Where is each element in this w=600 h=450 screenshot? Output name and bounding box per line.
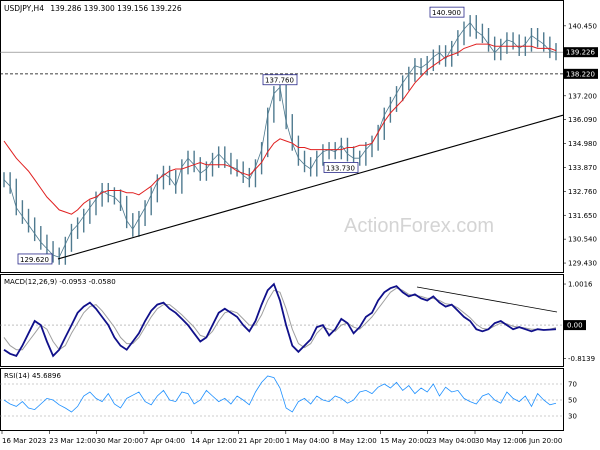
- macd-panel: [0, 274, 564, 367]
- price-tick-label: 137.200: [568, 92, 597, 100]
- time-tick-label: 15 May 20:00: [380, 437, 428, 445]
- time-tick-label: 30 Mar 20:00: [97, 437, 144, 445]
- annotation-box: [323, 162, 359, 173]
- time-tick-label: 1 May 04:00: [286, 437, 330, 445]
- price-close-line: [3, 21, 557, 258]
- macd-tick-label: -0.8139: [568, 355, 595, 363]
- symbol: USDJPY,H4: [4, 4, 44, 13]
- time-tick-label: 23 Mar 12:00: [49, 437, 96, 445]
- macd-label: MACD(12,26,9) -0.0953 -0.0580: [4, 278, 116, 286]
- current-price-tag: 139.226: [564, 47, 598, 58]
- price-panel: [0, 0, 564, 273]
- rsi-axis: 70 50 30: [0, 381, 577, 421]
- price-tick-label: 136.090: [568, 116, 597, 124]
- price-series: [3, 15, 557, 265]
- rsi-label: RSI(14) 45.6896: [4, 372, 61, 380]
- macd-tick-label: 1.0016: [568, 281, 593, 289]
- time-tick-label: 14 Apr 12:00: [191, 437, 237, 445]
- price-tick-label: 133.870: [568, 164, 597, 172]
- price-tick-label: 130.540: [568, 236, 597, 244]
- annotation-box: [262, 74, 298, 86]
- time-tick-label: 16 Mar 2023: [2, 437, 46, 445]
- annotation-label: 129.620: [20, 256, 49, 264]
- macd-divergence-line: [416, 286, 558, 313]
- level-price-label: 138.220: [566, 70, 595, 78]
- annotation-label: 137.760: [265, 77, 294, 85]
- rsi-line: [3, 375, 557, 413]
- price-tick-label: 129.430: [568, 260, 597, 268]
- price-annotations: 129.620 137.760 133.730 140.900: [17, 6, 465, 265]
- rsi-tick-label: 30: [568, 413, 577, 421]
- moving-average-line: [3, 43, 557, 215]
- time-tick-label: 30 May 12:00: [475, 437, 523, 445]
- macd-current-label: 0.00: [567, 322, 583, 330]
- rsi-tick-label: 50: [568, 397, 577, 405]
- time-tick-label: 6 Jun 20:00: [522, 437, 562, 445]
- time-tick-label: 7 Apr 04:00: [144, 437, 185, 445]
- price-tick-label: 134.980: [568, 140, 597, 148]
- annotation-box: [17, 253, 53, 265]
- time-tick-label: 23 May 04:00: [428, 437, 476, 445]
- current-price-label: 139.226: [566, 49, 595, 57]
- rsi-panel: [0, 368, 564, 431]
- chart-symbol-header: USDJPY,H4 139.286 139.300 139.156 139.22…: [4, 4, 182, 13]
- time-tick-label: 8 May 12:00: [333, 437, 377, 445]
- price-tick-label: 131.650: [568, 212, 597, 220]
- price-tick-label: 140.450: [568, 22, 597, 30]
- level-price-tag: 138.220: [564, 68, 598, 79]
- time-tick-label: 21 Apr 20:00: [239, 437, 285, 445]
- macd-current-tag: 0.00: [564, 320, 586, 331]
- rsi-tick-label: 70: [568, 381, 577, 389]
- time-axis: 16 Mar 2023 23 Mar 12:00 30 Mar 20:00 7 Apr…: [1, 431, 562, 445]
- watermark: ActionForex.com: [344, 215, 494, 237]
- price-tick-label: 132.760: [568, 188, 597, 196]
- annotation-label: 133.730: [326, 164, 355, 172]
- annotation-box: [429, 6, 465, 18]
- macd-main-line: [3, 282, 557, 358]
- support-trendline: [57, 114, 564, 260]
- ohlc-header: 139.286 139.300 139.156 139.226: [50, 4, 181, 13]
- annotation-label: 140.900: [432, 9, 461, 17]
- price-axis: 140.450139.320138.220137.200136.090134.9…: [563, 22, 597, 268]
- macd-signal-line: [3, 287, 557, 351]
